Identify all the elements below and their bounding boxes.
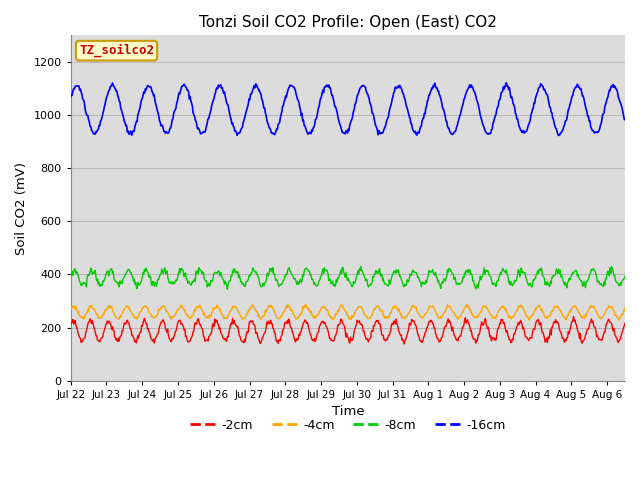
Y-axis label: Soil CO2 (mV): Soil CO2 (mV) [15, 162, 28, 254]
Legend: -2cm, -4cm, -8cm, -16cm: -2cm, -4cm, -8cm, -16cm [185, 414, 511, 437]
Title: Tonzi Soil CO2 Profile: Open (East) CO2: Tonzi Soil CO2 Profile: Open (East) CO2 [199, 15, 497, 30]
Text: TZ_soilco2: TZ_soilco2 [79, 44, 154, 57]
X-axis label: Time: Time [332, 405, 364, 418]
